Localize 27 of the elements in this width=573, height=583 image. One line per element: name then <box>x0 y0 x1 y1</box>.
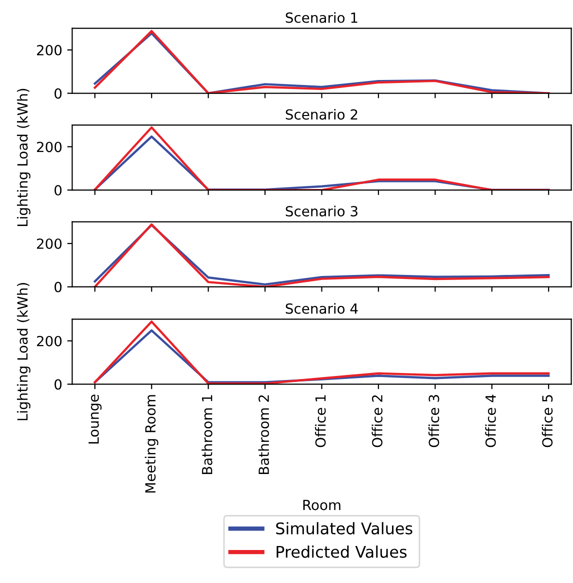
line-series <box>94 320 550 384</box>
x-tick-label: Office 4 <box>485 394 496 448</box>
x-tick-label: Office 3 <box>428 395 440 448</box>
y-tick-label: 0 <box>54 185 62 196</box>
x-tick-label: Office 2 <box>372 395 382 448</box>
y-tick-label: 0 <box>54 88 62 99</box>
x-tick-label: Bathroom 1 <box>202 395 212 474</box>
x-tick-label: Office 5 <box>542 395 553 448</box>
x-tick-label: Office 1 <box>315 395 326 448</box>
y-tick-label: 200 <box>36 238 62 249</box>
x-tick-label: Lounge <box>88 394 102 444</box>
legend-label: Simulated Values <box>276 522 412 534</box>
y-tick-label: 0 <box>54 379 62 390</box>
x-tick-label: Meeting Room <box>144 395 158 493</box>
y-tick-label: 200 <box>36 336 62 346</box>
y-tick-label: 200 <box>36 142 62 152</box>
chart-title: Scenario 2 <box>286 108 358 120</box>
chart-title: Scenario 1 <box>286 12 358 23</box>
x-axis-title: Room <box>303 500 340 510</box>
x-tick-label: Bathroom 2 <box>258 395 270 474</box>
chart-title: Scenario 4 <box>286 303 358 314</box>
chart-title: Scenario 3 <box>286 206 358 216</box>
y-tick-label: 200 <box>36 44 62 56</box>
y-tick-label: 0 <box>54 282 62 292</box>
legend-label: Predicted Values <box>276 546 407 558</box>
y-axis-title: Lighting Load (kWh) <box>16 88 30 226</box>
y-axis-title: Lighting Load (kWh) <box>16 283 30 420</box>
